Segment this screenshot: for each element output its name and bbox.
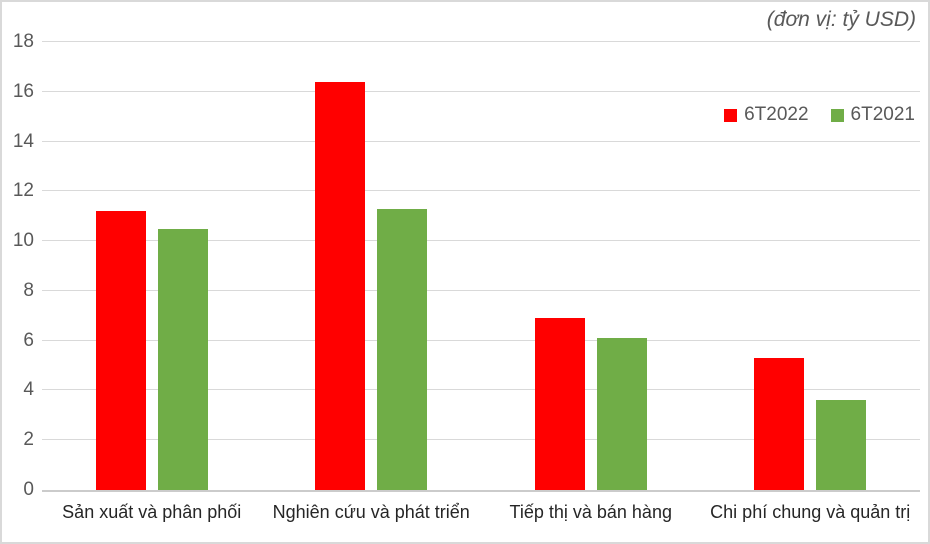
y-tick-label: 4	[23, 379, 34, 401]
bar-6T2022	[315, 81, 366, 490]
y-tick-label: 18	[12, 31, 34, 52]
y-tick-label: 14	[12, 130, 34, 152]
gridline	[42, 389, 920, 391]
legend: 6T2022 6T2021	[724, 104, 915, 126]
bar-group	[481, 42, 701, 490]
category-label: Tiếp thị và bán hàng	[509, 502, 672, 522]
y-tick-label: 6	[23, 329, 34, 351]
bar-6T2022	[95, 211, 146, 490]
category-label: Nghiên cứu và phát triển	[272, 502, 470, 522]
unit-annotation: (đơn vị: tỷ USD)	[766, 8, 916, 31]
plot-area	[42, 41, 920, 492]
category-label: Sản xuất và phân phối	[62, 502, 242, 522]
bar-group	[42, 42, 262, 490]
y-axis: 0 2 4 6 8 10 12 14 16 18	[2, 32, 34, 500]
bar-6T2021	[377, 208, 428, 490]
legend-swatch-icon	[830, 108, 844, 122]
gridline	[42, 140, 920, 142]
y-tick-label: 2	[23, 429, 34, 451]
bar-series-container	[42, 42, 920, 490]
bar-group	[262, 42, 482, 490]
gridline	[42, 90, 920, 92]
bar-6T2021	[596, 338, 647, 490]
gridline	[42, 339, 920, 341]
legend-item-6T2021: 6T2021	[830, 104, 915, 126]
legend-item-6T2022: 6T2022	[724, 104, 809, 126]
y-tick-label: 12	[12, 180, 34, 202]
y-tick-label: 10	[12, 230, 34, 252]
legend-label: 6T2021	[850, 104, 915, 125]
y-tick-label: 16	[12, 80, 34, 102]
gridline	[42, 190, 920, 192]
category-label: Chi phí chung và quản trị	[710, 502, 911, 522]
bar-6T2021	[816, 400, 867, 490]
y-tick-label: 0	[23, 479, 34, 500]
x-axis: Sản xuất và phân phối Nghiên cứu và phát …	[42, 502, 920, 523]
gridline	[42, 41, 920, 42]
gridline	[42, 439, 920, 441]
bar-6T2022	[534, 318, 585, 490]
gridline	[42, 240, 920, 242]
gridline	[42, 289, 920, 291]
bar-6T2022	[754, 358, 805, 490]
legend-swatch-icon	[724, 108, 738, 122]
legend-label: 6T2022	[744, 104, 809, 125]
y-tick-label: 8	[23, 279, 34, 301]
bar-group	[701, 42, 921, 490]
bar-6T2021	[157, 228, 208, 490]
